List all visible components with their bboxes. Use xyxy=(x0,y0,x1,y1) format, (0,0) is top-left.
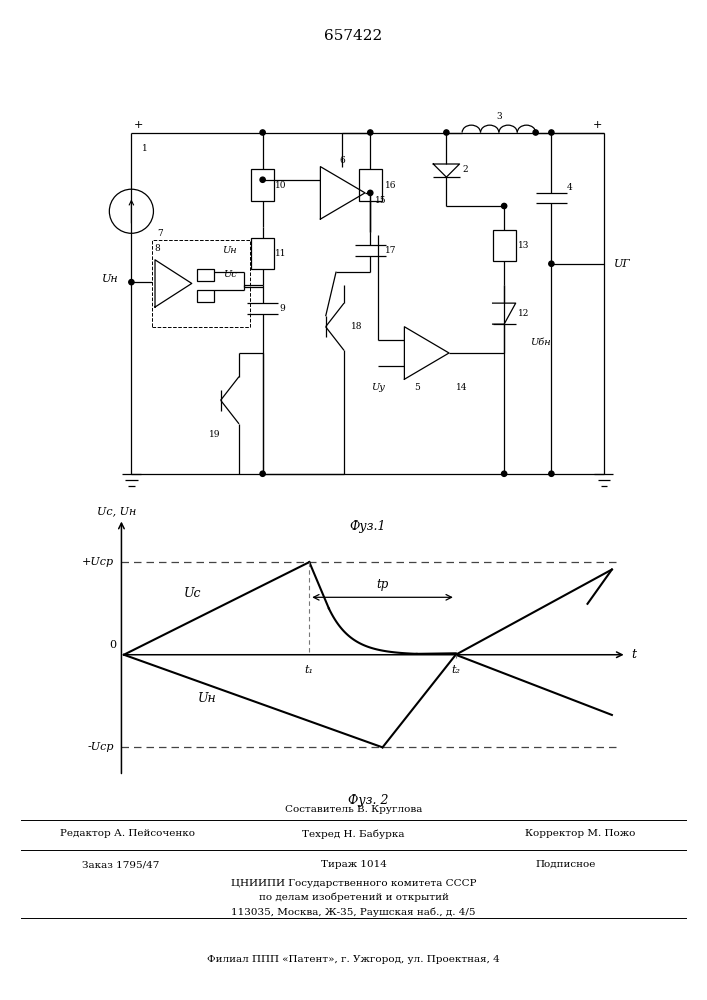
Text: 16: 16 xyxy=(385,181,396,190)
Text: 3: 3 xyxy=(496,112,502,121)
Text: 8: 8 xyxy=(155,244,160,253)
Text: Uн: Uн xyxy=(222,246,236,255)
Circle shape xyxy=(260,177,265,182)
Text: +: + xyxy=(134,120,143,130)
Text: Фуз. 2: Фуз. 2 xyxy=(348,794,388,807)
Text: 1: 1 xyxy=(141,144,147,153)
Bar xyxy=(493,230,515,261)
Text: Uс: Uс xyxy=(183,587,201,600)
Text: Uу: Uу xyxy=(371,383,385,392)
Bar xyxy=(197,290,214,302)
Text: Филиал ППП «Патент», г. Ужгород, ул. Проектная, 4: Филиал ППП «Патент», г. Ужгород, ул. Про… xyxy=(207,954,500,964)
Text: ЦНИИПИ Государственного комитета СССР: ЦНИИПИ Государственного комитета СССР xyxy=(230,879,477,888)
Text: 113035, Москва, Ж-35, Раушская наб., д. 4/5: 113035, Москва, Ж-35, Раушская наб., д. … xyxy=(231,907,476,917)
Text: 15: 15 xyxy=(375,196,387,205)
Text: 10: 10 xyxy=(275,181,287,190)
Text: 6: 6 xyxy=(339,156,345,165)
Text: Тираж 1014: Тираж 1014 xyxy=(320,860,387,869)
Text: 9: 9 xyxy=(280,304,286,313)
Text: 657422: 657422 xyxy=(325,29,382,43)
Circle shape xyxy=(260,130,265,135)
Text: 17: 17 xyxy=(385,246,396,255)
Circle shape xyxy=(444,130,449,135)
Bar xyxy=(251,169,274,201)
Text: 5: 5 xyxy=(414,383,421,392)
Circle shape xyxy=(129,279,134,285)
Circle shape xyxy=(549,130,554,135)
Text: Фуз.1: Фуз.1 xyxy=(349,520,386,533)
Text: Uн: Uн xyxy=(197,692,216,705)
Text: 4: 4 xyxy=(567,183,573,192)
Text: -Uср: -Uср xyxy=(88,742,114,752)
Circle shape xyxy=(110,189,153,233)
Circle shape xyxy=(260,471,265,476)
Text: Uс, Uн: Uс, Uн xyxy=(97,506,136,516)
Text: 0: 0 xyxy=(110,640,117,650)
Text: Корректор М. Пожо: Корректор М. Пожо xyxy=(525,829,635,838)
Circle shape xyxy=(533,130,538,135)
Bar xyxy=(251,237,274,269)
Text: Техред Н. Бабурка: Техред Н. Бабурка xyxy=(303,829,404,839)
Text: 13: 13 xyxy=(518,241,530,250)
Text: Составитель В. Круглова: Составитель В. Круглова xyxy=(285,805,422,814)
Text: по делам изобретений и открытий: по делам изобретений и открытий xyxy=(259,893,448,902)
Text: t: t xyxy=(631,648,636,661)
Text: 12: 12 xyxy=(518,309,530,318)
Text: t₂: t₂ xyxy=(451,665,460,675)
Text: t₁: t₁ xyxy=(305,665,314,675)
Text: Заказ 1795/47: Заказ 1795/47 xyxy=(81,860,159,869)
Circle shape xyxy=(549,261,554,266)
Circle shape xyxy=(368,130,373,135)
Bar xyxy=(358,169,382,201)
Circle shape xyxy=(501,471,507,476)
Text: Редактор А. Пейсоченко: Редактор А. Пейсоченко xyxy=(60,829,194,838)
Text: 18: 18 xyxy=(351,322,363,331)
Text: 19: 19 xyxy=(209,430,220,439)
Text: +: + xyxy=(592,120,602,130)
Text: 11: 11 xyxy=(275,249,287,258)
Bar xyxy=(197,269,214,281)
Text: Uн: Uн xyxy=(102,274,119,284)
Text: 2: 2 xyxy=(462,165,467,174)
Text: UГ: UГ xyxy=(614,259,631,269)
Text: tр: tр xyxy=(376,578,389,591)
Text: 7: 7 xyxy=(158,229,163,238)
Circle shape xyxy=(549,471,554,476)
Circle shape xyxy=(368,190,373,196)
Text: Подписное: Подписное xyxy=(535,860,596,869)
Text: 14: 14 xyxy=(457,383,468,392)
Bar xyxy=(153,240,250,327)
Text: Uбн: Uбн xyxy=(530,338,551,347)
Text: Uс: Uс xyxy=(223,270,236,279)
Text: +Uср: +Uср xyxy=(82,557,114,567)
Circle shape xyxy=(501,203,507,209)
